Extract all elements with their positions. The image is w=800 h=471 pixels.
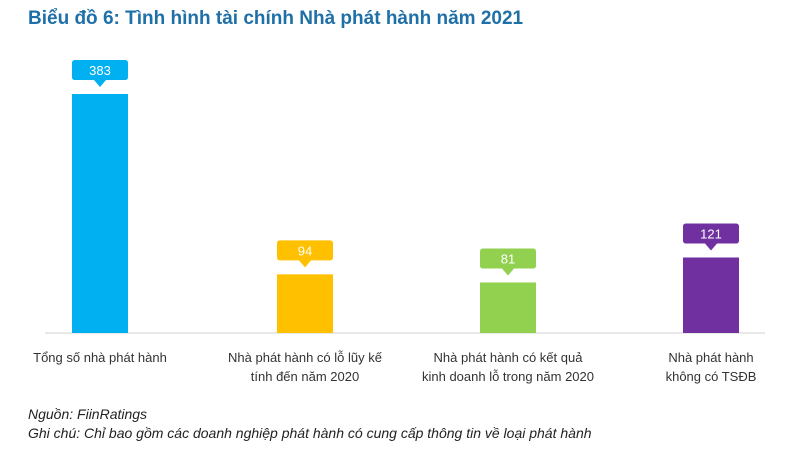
category-label-3-line-1: Nhà phát hành có kết quả xyxy=(434,350,584,365)
bar-2 xyxy=(277,274,333,333)
category-label-4-line-1: Nhà phát hành xyxy=(668,350,753,365)
bar-3 xyxy=(480,282,536,333)
data-label-2: 94 xyxy=(298,243,312,258)
remark-note: Ghi chú: Chỉ bao gồm các doanh nghiệp ph… xyxy=(28,425,592,441)
data-label-callout-4 xyxy=(683,223,739,251)
category-label-1: Tổng số nhà phát hành xyxy=(33,350,167,365)
source-note: Nguồn: FiinRatings xyxy=(28,406,148,422)
data-label-callout-1 xyxy=(72,60,128,87)
category-label-2-line-1: Nhà phát hành có lỗ lũy kế xyxy=(228,350,383,365)
data-label-1: 383 xyxy=(89,63,111,78)
category-label-3-line-2: kinh doanh lỗ trong năm 2020 xyxy=(422,369,594,384)
data-label-callout-2 xyxy=(277,240,333,268)
data-label-4: 121 xyxy=(700,226,722,241)
bar-4 xyxy=(683,257,739,333)
chart-title: Biểu đồ 6: Tình hình tài chính Nhà phát … xyxy=(28,8,524,29)
bar-1 xyxy=(72,94,128,333)
category-label-2-line-2: tính đến năm 2020 xyxy=(251,369,359,384)
data-label-callout-3 xyxy=(480,248,536,276)
category-label-4-line-2: không có TSĐB xyxy=(666,369,757,384)
data-label-3: 81 xyxy=(501,251,515,266)
